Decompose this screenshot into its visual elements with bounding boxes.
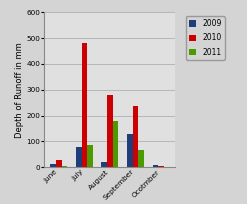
Bar	[82, 43, 87, 167]
Bar	[127, 134, 133, 167]
Bar	[113, 121, 118, 167]
Bar	[87, 145, 93, 167]
Bar	[102, 162, 107, 167]
Bar	[76, 147, 82, 167]
Bar	[158, 166, 164, 167]
Bar	[56, 160, 62, 167]
Bar	[50, 164, 56, 167]
Bar	[62, 166, 67, 167]
Legend: 2009, 2010, 2011: 2009, 2010, 2011	[186, 16, 225, 60]
Bar	[153, 165, 158, 167]
Bar	[107, 95, 113, 167]
Bar	[138, 150, 144, 167]
Bar	[133, 106, 138, 167]
Y-axis label: Depth of Runoff in mm: Depth of Runoff in mm	[15, 42, 24, 138]
